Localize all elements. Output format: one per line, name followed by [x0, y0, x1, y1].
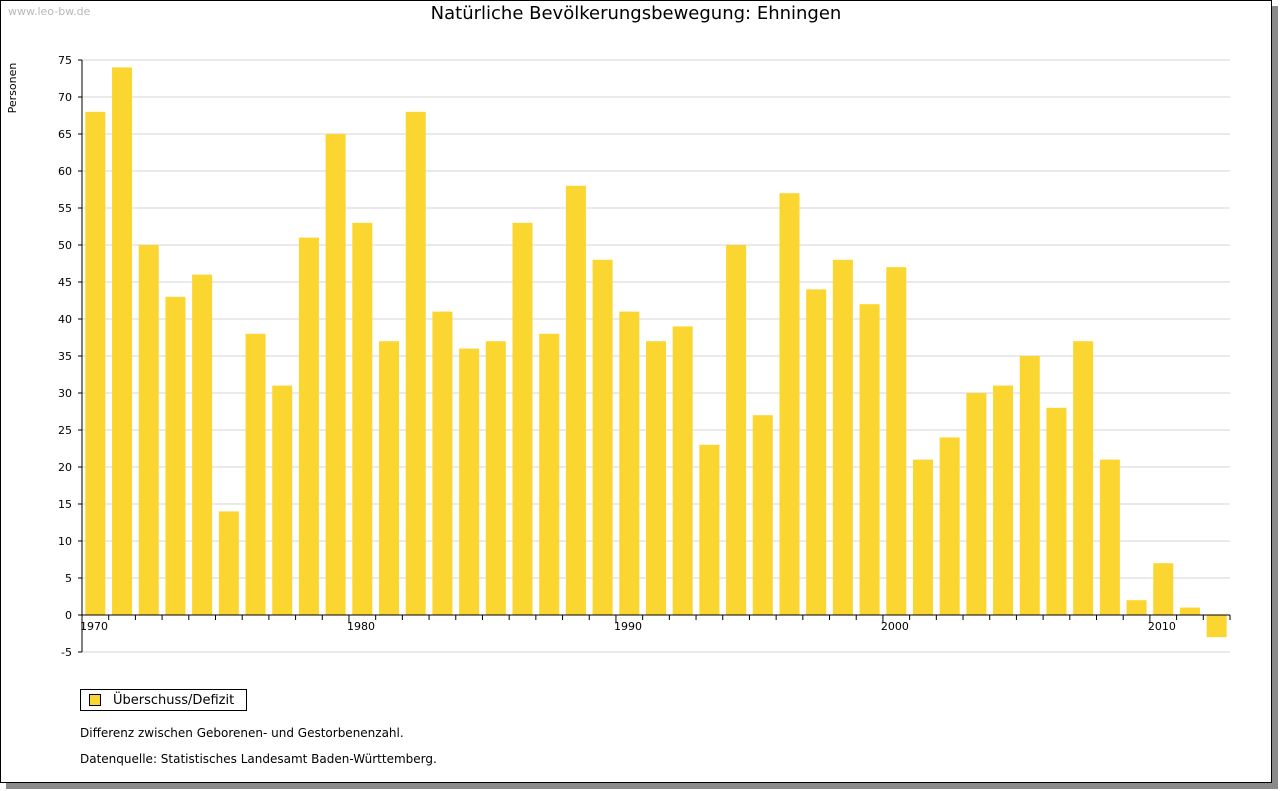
bar: [832, 259, 853, 615]
bar: [405, 111, 426, 616]
y-tick-label: 35: [58, 350, 72, 363]
note-definition: Differenz zwischen Geborenen- und Gestor…: [80, 726, 404, 740]
bar: [1073, 341, 1094, 615]
x-tick-label: 2000: [881, 620, 909, 633]
y-tick-label: 15: [58, 498, 72, 511]
y-tick-label: 40: [58, 313, 72, 326]
bar: [352, 222, 373, 616]
bar: [459, 348, 480, 615]
y-tick-label: 20: [58, 461, 72, 474]
bar: [966, 393, 987, 615]
x-tick-label: 1990: [614, 620, 642, 633]
y-tick-label: 60: [58, 165, 72, 178]
bar: [192, 274, 213, 615]
y-tick-label: 5: [65, 572, 72, 585]
y-tick-label: 30: [58, 387, 72, 400]
bar: [726, 245, 747, 615]
bar: [752, 415, 773, 615]
y-tick-label: 75: [58, 54, 72, 67]
y-axis-label: Personen: [6, 63, 19, 114]
bar: [592, 259, 613, 615]
chart-title: Natürliche Bevölkerungsbewegung: Ehninge…: [430, 3, 842, 24]
bar: [218, 511, 239, 615]
bar: [859, 304, 880, 615]
bar: [325, 134, 346, 615]
bar: [912, 459, 933, 615]
bar: [432, 311, 453, 615]
watermark: www.leo-bw.de: [8, 5, 91, 18]
bar: [1179, 607, 1200, 615]
bar: [886, 267, 907, 615]
bar: [672, 326, 693, 615]
legend-label: Überschuss/Defizit: [113, 692, 235, 708]
bar: [1126, 600, 1147, 615]
bar: [565, 185, 586, 616]
bar: [539, 333, 560, 615]
legend-swatch: [89, 694, 101, 706]
bar: [85, 111, 106, 616]
y-tick-label: 70: [58, 91, 72, 104]
y-tick-label: 50: [58, 239, 72, 252]
x-tick-label: 1980: [347, 620, 375, 633]
bar: [512, 222, 533, 616]
x-tick-label: 1970: [80, 620, 108, 633]
bar: [112, 67, 133, 615]
bar: [1046, 407, 1067, 615]
y-tick-label: 0: [65, 609, 72, 622]
bar: [298, 237, 319, 615]
y-tick-label: -5: [61, 646, 72, 659]
y-tick-label: 25: [58, 424, 72, 437]
bar: [485, 341, 506, 615]
bar: [993, 385, 1014, 615]
bar: [272, 385, 293, 615]
bar: [1153, 563, 1174, 615]
y-tick-label: 45: [58, 276, 72, 289]
y-tick-label: 65: [58, 128, 72, 141]
bar: [1019, 356, 1040, 615]
bar: [245, 333, 266, 615]
note-source: Datenquelle: Statistisches Landesamt Bad…: [80, 752, 437, 766]
bar: [165, 296, 186, 615]
bar: [806, 289, 827, 615]
y-tick-label: 55: [58, 202, 72, 215]
bar: [138, 245, 159, 615]
bar: [1206, 615, 1227, 638]
x-tick-label: 2010: [1148, 620, 1176, 633]
legend: Überschuss/Defizit: [80, 689, 247, 711]
bar: [1099, 459, 1120, 615]
bar: [645, 341, 667, 615]
bar: [619, 311, 640, 615]
bar: [779, 193, 800, 615]
y-tick-label: 10: [58, 535, 72, 548]
bar: [379, 341, 400, 615]
bar: [939, 437, 960, 615]
bar: [699, 444, 720, 615]
